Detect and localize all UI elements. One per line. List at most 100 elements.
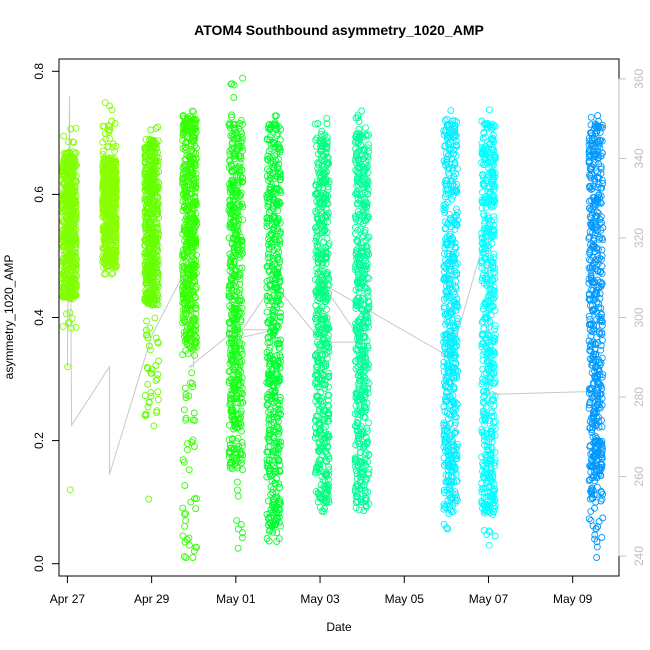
data-point <box>362 124 369 132</box>
data-point <box>185 541 193 549</box>
data-point <box>67 125 75 133</box>
data-points <box>59 74 607 562</box>
data-point <box>491 532 499 540</box>
data-point <box>149 251 157 259</box>
data-point <box>154 123 162 131</box>
data-point <box>109 143 117 151</box>
trace-lines <box>66 95 596 475</box>
data-point <box>111 168 119 176</box>
data-point <box>352 441 360 449</box>
data-point <box>102 263 110 271</box>
data-point <box>64 164 72 172</box>
data-point <box>145 495 153 503</box>
data-point <box>64 168 72 176</box>
data-point <box>100 226 108 234</box>
data-point <box>154 396 162 404</box>
data-point <box>485 106 493 114</box>
data-point <box>62 280 70 288</box>
data-point <box>108 167 116 175</box>
data-point <box>69 248 77 256</box>
data-point <box>154 388 162 396</box>
data-point <box>63 154 71 162</box>
data-point <box>69 295 77 303</box>
data-point <box>154 339 162 347</box>
data-point <box>151 284 159 292</box>
data-point <box>62 182 70 190</box>
data-point <box>143 317 151 325</box>
data-point <box>276 309 284 317</box>
data-point <box>234 486 241 494</box>
data-point <box>148 365 156 373</box>
data-point <box>154 294 162 302</box>
data-point <box>100 254 108 262</box>
data-point <box>190 409 198 417</box>
data-point <box>154 370 162 378</box>
data-point <box>180 553 188 560</box>
data-point <box>151 182 158 190</box>
data-point <box>61 271 69 279</box>
data-point <box>62 260 70 268</box>
data-point <box>152 362 160 369</box>
data-point <box>187 498 195 506</box>
data-point <box>151 177 159 185</box>
data-point <box>67 324 75 332</box>
data-point <box>59 323 67 331</box>
data-point <box>102 163 110 171</box>
data-point <box>181 522 189 530</box>
data-point <box>491 325 499 333</box>
data-point <box>102 183 110 191</box>
data-point <box>111 236 119 244</box>
data-point <box>102 209 110 217</box>
data-point <box>485 541 493 549</box>
data-point <box>180 406 188 414</box>
data-point <box>147 389 155 396</box>
data-point <box>108 247 116 255</box>
data-point <box>65 318 73 326</box>
data-point <box>62 203 70 211</box>
data-point <box>59 279 67 287</box>
data-point <box>102 212 110 220</box>
data-point <box>188 369 196 377</box>
data-point <box>104 205 112 213</box>
data-point <box>153 375 161 383</box>
data-point <box>111 247 119 255</box>
data-point <box>62 225 70 233</box>
data-point <box>148 229 156 236</box>
data-point <box>104 193 112 201</box>
data-point <box>69 178 77 186</box>
data-point <box>151 314 159 322</box>
data-point <box>490 250 498 258</box>
data-point <box>59 201 67 208</box>
data-point <box>153 409 161 416</box>
data-point <box>104 122 112 130</box>
data-point <box>60 180 68 188</box>
data-point <box>102 240 110 248</box>
data-point <box>101 170 109 178</box>
data-point <box>147 215 155 223</box>
data-point <box>63 190 71 198</box>
data-point <box>63 216 71 224</box>
data-point <box>142 209 150 217</box>
data-point <box>105 156 113 164</box>
data-point <box>143 236 150 244</box>
data-point <box>153 193 161 201</box>
data-point <box>64 253 72 261</box>
data-point <box>323 235 331 243</box>
data-point <box>144 403 152 411</box>
data-point <box>155 357 162 365</box>
data-point <box>63 293 71 301</box>
data-point <box>104 143 112 150</box>
data-point <box>146 276 154 284</box>
data-point <box>147 392 155 400</box>
data-point <box>101 177 109 185</box>
data-point <box>107 183 115 191</box>
data-point <box>233 478 241 486</box>
data-point <box>111 192 119 200</box>
data-point <box>99 147 107 155</box>
data-point <box>111 257 119 265</box>
data-point <box>63 206 71 214</box>
data-point <box>151 237 159 245</box>
data-point <box>60 247 68 255</box>
data-point <box>65 138 73 146</box>
data-point <box>107 213 115 221</box>
